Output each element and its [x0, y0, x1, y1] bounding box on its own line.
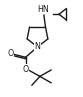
Text: O: O — [7, 49, 14, 58]
Text: O: O — [22, 65, 29, 74]
Text: N: N — [35, 42, 40, 51]
Text: HN: HN — [37, 5, 49, 14]
